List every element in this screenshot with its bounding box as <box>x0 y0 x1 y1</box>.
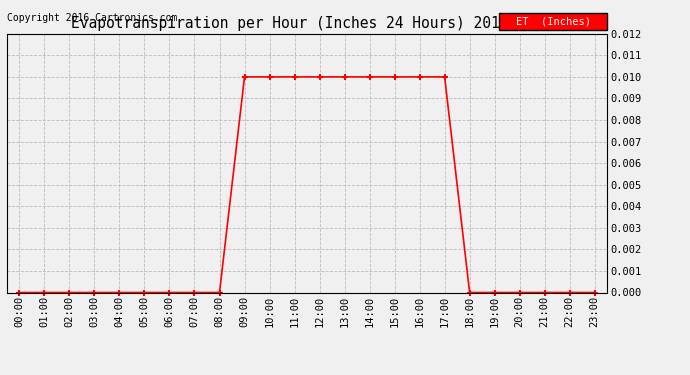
FancyBboxPatch shape <box>499 13 607 30</box>
Title: Evapotranspiration per Hour (Inches 24 Hours) 20160220: Evapotranspiration per Hour (Inches 24 H… <box>71 16 543 31</box>
Text: ET  (Inches): ET (Inches) <box>515 16 591 26</box>
Text: Copyright 2016 Cartronics.com: Copyright 2016 Cartronics.com <box>7 13 177 23</box>
